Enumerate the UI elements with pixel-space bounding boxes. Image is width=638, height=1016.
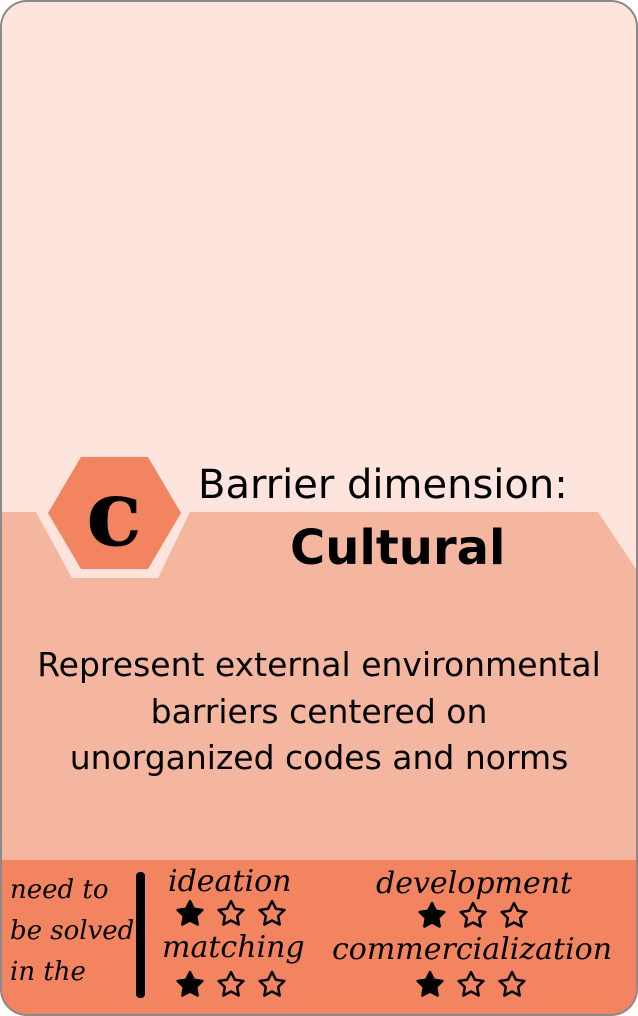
star-filled-icon — [416, 970, 444, 997]
stars-matching — [176, 970, 286, 997]
stars-ideation — [176, 899, 286, 926]
description-line: unorganized codes and norms — [69, 738, 569, 777]
star-empty-icon — [217, 899, 245, 926]
star-filled-icon — [418, 901, 446, 928]
stage-development-label: development — [376, 866, 573, 901]
stars-development — [418, 901, 528, 928]
stage-commercialization-label: commercialization — [332, 932, 613, 967]
star-empty-icon — [258, 970, 286, 997]
description-line: barriers centered on — [150, 692, 488, 731]
star-empty-icon — [217, 970, 245, 997]
side-label-line: in the — [10, 957, 86, 987]
stage-ideation-label: ideation — [168, 864, 292, 899]
dimension-label: Barrier dimension: — [198, 462, 568, 508]
star-empty-icon — [258, 899, 286, 926]
dimension-value: Cultural — [290, 520, 506, 576]
side-label-line: be solved — [10, 916, 135, 946]
star-empty-icon — [459, 901, 487, 928]
stars-commercialization — [416, 970, 526, 997]
badge-letter: c — [85, 459, 143, 567]
star-filled-icon — [176, 970, 204, 997]
stage-matching-label: matching — [162, 930, 305, 965]
description-line: Represent external environmental — [37, 645, 601, 684]
side-label-line: need to — [10, 875, 109, 905]
star-empty-icon — [457, 970, 485, 997]
footer-panel — [1, 860, 637, 1015]
middle-panel — [1, 512, 637, 860]
footer-divider — [136, 872, 145, 998]
star-filled-icon — [176, 899, 204, 926]
star-empty-icon — [498, 970, 526, 997]
hexagon-badge — [48, 457, 181, 569]
star-empty-icon — [500, 901, 528, 928]
